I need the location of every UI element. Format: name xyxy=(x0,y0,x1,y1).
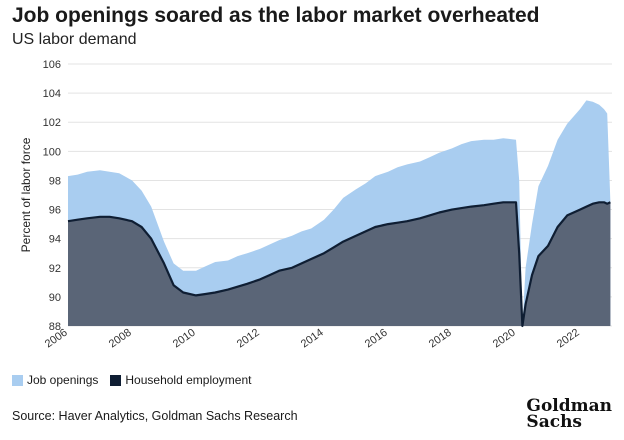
legend-swatch-household-employment xyxy=(110,374,122,386)
x-tick-label: 2010 xyxy=(171,327,198,351)
y-tick-label: 94 xyxy=(49,234,61,246)
chart-canvas: 88 90 92 94 96 98 100 102 104 106 2006 2008 2010 201… xyxy=(19,59,612,351)
y-tick-label: 106 xyxy=(43,59,61,71)
legend-item-household-employment: Household employment xyxy=(110,373,251,387)
x-tick-label: 2018 xyxy=(427,327,454,351)
y-tick-label: 90 xyxy=(49,292,61,304)
x-tick-label: 2008 xyxy=(107,327,134,351)
legend-label-household-employment: Household employment xyxy=(125,373,252,387)
x-tick-label: 2012 xyxy=(235,327,262,351)
chart-subtitle: US labor demand xyxy=(12,31,137,48)
y-tick-label: 92 xyxy=(49,263,61,275)
y-tick-label: 96 xyxy=(49,205,61,217)
x-tick-label: 2016 xyxy=(363,327,390,351)
y-tick-label: 104 xyxy=(43,88,61,100)
legend-swatch-job-openings xyxy=(12,374,23,386)
y-tick-label: 100 xyxy=(43,146,61,158)
x-tick-label: 2006 xyxy=(43,327,70,351)
logo-line-2: Sachs xyxy=(526,412,582,432)
series-line-household-employment xyxy=(67,201,611,328)
x-axis-ticks: 2006 2008 2010 2012 2014 2016 2018 2020 2022 xyxy=(43,327,582,351)
y-tick-label: 102 xyxy=(43,117,61,129)
x-tick-label: 2020 xyxy=(491,327,518,351)
x-tick-label: 2014 xyxy=(299,327,326,351)
source-note: Source: Haver Analytics, Goldman Sachs R… xyxy=(12,409,298,423)
y-tick-label: 88 xyxy=(49,321,61,333)
legend-item-job-openings: Job openings xyxy=(12,373,98,387)
chart-legend: Job openings Household employment xyxy=(12,373,263,387)
logo-line-1: Goldman xyxy=(526,396,612,416)
x-tick-label: 2022 xyxy=(555,327,582,351)
y-axis-title: Percent of labor force xyxy=(19,137,33,252)
legend-label-job-openings: Job openings xyxy=(27,373,99,387)
chart-title: Job openings soared as the labor market … xyxy=(12,4,540,27)
goldman-sachs-logo: Goldman Sachs xyxy=(526,396,612,432)
y-tick-label: 98 xyxy=(49,175,61,187)
y-axis-ticks: 88 90 92 94 96 98 100 102 104 106 xyxy=(43,59,61,333)
